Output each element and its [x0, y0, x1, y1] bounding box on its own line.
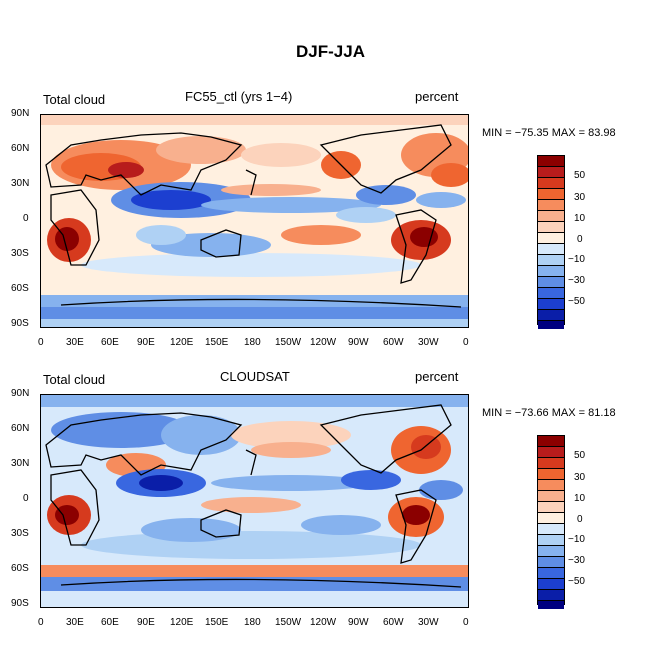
panel2-units-label: percent — [415, 369, 459, 384]
panel2-colorbar-label: −50 — [568, 576, 585, 587]
panel2-lat-label: 30N — [11, 458, 30, 469]
panel1-coastlines — [45, 124, 462, 308]
panel1-variable-label: Total cloud — [43, 92, 106, 107]
panel2-variable-label: Total cloud — [43, 372, 106, 387]
panel1-cloud-difference-field — [41, 115, 468, 327]
panel2-lon-label: 150W — [275, 617, 302, 628]
panel2-lon-label: 30E — [66, 617, 84, 628]
panel2-lon-label: 0 — [38, 617, 44, 628]
panel1-map — [40, 114, 469, 328]
panel2-colorbar-label: 50 — [574, 450, 586, 461]
panel2-colorbar-label: 30 — [574, 472, 586, 483]
panel2-min-max: MIN = −73.66 MAX = 81.18 — [482, 407, 616, 419]
panel2-cloud-difference-field — [41, 395, 468, 607]
panel1-lon-label: 180 — [244, 337, 261, 348]
panel1-lon-label: 90W — [348, 337, 369, 348]
panel2-colorbar — [537, 435, 565, 609]
panel1-lat-label: 90S — [11, 318, 29, 329]
figure-title: DJF-JJA — [296, 42, 365, 61]
panel2-coastlines — [45, 404, 462, 588]
panel1-lat-label: 60S — [11, 283, 29, 294]
panel2-lon-label: 60W — [383, 617, 404, 628]
panel2-lon-label: 180 — [244, 617, 261, 628]
panel1-dataset-label: FC55_ctl (yrs 1−4) — [185, 89, 293, 104]
panel1-lat-label: 90N — [11, 108, 30, 119]
panel2-colorbar-label: 0 — [577, 514, 583, 525]
panel1-lon-label: 0 — [463, 337, 469, 348]
panel1-lon-label: 30E — [66, 337, 84, 348]
panel1-lat-label: 60N — [11, 143, 30, 154]
panel1-lon-label: 90E — [137, 337, 155, 348]
panel1-lat-label: 0 — [23, 213, 29, 224]
panel1-lat-label: 30N — [11, 178, 30, 189]
panel2-lon-label: 120W — [310, 617, 337, 628]
panel2-map — [40, 394, 469, 608]
panel1-lon-label: 120E — [170, 337, 194, 348]
panel1-lon-label: 120W — [310, 337, 337, 348]
panel1-colorbar-label: −50 — [568, 296, 585, 307]
panel2-lat-label: 90N — [11, 388, 30, 399]
panel2-colorbar-label: −10 — [568, 534, 585, 545]
panel1-lon-label: 60W — [383, 337, 404, 348]
panel1-min-max: MIN = −75.35 MAX = 83.98 — [482, 127, 616, 139]
panel1-colorbar-label: −30 — [568, 275, 585, 286]
panel1-colorbar-label: 30 — [574, 192, 586, 203]
panel2-lon-label: 90W — [348, 617, 369, 628]
panel1-lon-label: 0 — [38, 337, 44, 348]
panel1-colorbar — [537, 155, 565, 329]
panel2-colorbar-label: −30 — [568, 555, 585, 566]
panel1-colorbar-label: 10 — [574, 213, 586, 224]
panel2-lat-label: 0 — [23, 493, 29, 504]
panel1-lat-label: 30S — [11, 248, 29, 259]
panel2-lat-label: 30S — [11, 528, 29, 539]
panel2-dataset-label: CLOUDSAT — [220, 369, 290, 384]
panel2-lon-label: 0 — [463, 617, 469, 628]
panel1-lon-label: 150W — [275, 337, 302, 348]
panel2-lat-label: 60S — [11, 563, 29, 574]
panel1-units-label: percent — [415, 89, 459, 104]
panel1-colorbar-label: −10 — [568, 254, 585, 265]
panel2-lon-label: 90E — [137, 617, 155, 628]
panel2-lon-label: 150E — [205, 617, 229, 628]
panel1-colorbar-label: 0 — [577, 234, 583, 245]
panel2-lon-label: 60E — [101, 617, 119, 628]
panel2-lat-label: 90S — [11, 598, 29, 609]
panel2-lon-label: 120E — [170, 617, 194, 628]
panel1-colorbar-label: 50 — [574, 170, 586, 181]
panel2-colorbar-label: 10 — [574, 493, 586, 504]
panel1-lon-label: 60E — [101, 337, 119, 348]
panel2-lat-label: 60N — [11, 423, 30, 434]
panel1-lon-label: 30W — [418, 337, 439, 348]
panel1-lon-label: 150E — [205, 337, 229, 348]
panel2-lon-label: 30W — [418, 617, 439, 628]
